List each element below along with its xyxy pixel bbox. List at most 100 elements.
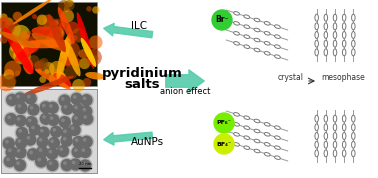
FancyArrowPatch shape [104,23,153,38]
Circle shape [79,93,94,108]
Circle shape [0,13,8,21]
Text: PF₆⁻: PF₆⁻ [217,121,231,125]
Circle shape [25,116,38,128]
Ellipse shape [0,32,37,48]
Ellipse shape [244,116,250,119]
Circle shape [79,111,94,126]
Circle shape [64,0,74,11]
Circle shape [13,113,28,128]
Circle shape [71,28,86,43]
Circle shape [64,6,70,12]
Ellipse shape [244,35,250,38]
Ellipse shape [81,38,96,67]
Circle shape [4,61,21,78]
Ellipse shape [324,23,328,30]
Circle shape [60,9,74,23]
Ellipse shape [274,25,280,28]
Text: salts: salts [124,78,160,91]
Circle shape [49,72,62,86]
Ellipse shape [333,124,337,131]
Ellipse shape [315,49,318,56]
Circle shape [71,134,86,150]
Circle shape [50,125,62,138]
Circle shape [58,0,70,12]
Text: ILC: ILC [131,21,147,31]
Circle shape [6,94,18,106]
Circle shape [46,147,58,160]
Circle shape [36,59,46,70]
Ellipse shape [333,49,337,56]
Circle shape [35,155,47,168]
Circle shape [79,104,94,119]
Ellipse shape [324,14,328,21]
Ellipse shape [244,25,250,28]
Ellipse shape [333,132,337,140]
Ellipse shape [352,49,355,56]
Circle shape [51,69,62,79]
Ellipse shape [254,48,260,52]
Circle shape [29,123,41,136]
Circle shape [45,100,60,115]
Ellipse shape [324,49,328,56]
Ellipse shape [324,132,328,140]
Ellipse shape [274,136,280,139]
Circle shape [79,49,88,58]
Ellipse shape [342,14,346,21]
Ellipse shape [85,72,105,80]
Ellipse shape [22,76,74,96]
Circle shape [6,158,10,161]
Ellipse shape [254,149,260,153]
Ellipse shape [315,141,318,148]
Circle shape [15,137,27,149]
Ellipse shape [352,150,355,157]
Ellipse shape [264,32,270,35]
Ellipse shape [77,12,94,69]
Circle shape [42,62,55,74]
Circle shape [79,159,91,172]
Ellipse shape [333,32,337,38]
Ellipse shape [352,141,355,148]
Circle shape [5,18,13,26]
Circle shape [56,73,67,84]
Ellipse shape [254,129,260,133]
Circle shape [34,62,44,72]
Text: 20 nm: 20 nm [79,162,91,166]
Ellipse shape [58,7,75,44]
Ellipse shape [48,14,66,52]
Circle shape [0,73,15,91]
Circle shape [92,6,99,14]
Circle shape [38,111,53,126]
Text: pyridinium: pyridinium [102,67,182,80]
Circle shape [17,149,20,153]
Ellipse shape [234,12,239,15]
Circle shape [72,79,85,92]
Circle shape [63,129,67,133]
Circle shape [89,35,102,49]
Circle shape [14,135,29,150]
Text: anion effect: anion effect [160,87,210,96]
Circle shape [61,159,73,171]
Circle shape [27,31,31,35]
Text: AuNPs: AuNPs [131,137,164,147]
Circle shape [16,161,20,165]
Circle shape [67,22,79,34]
Circle shape [82,78,91,87]
Text: Br⁻: Br⁻ [215,15,229,25]
Circle shape [86,6,92,12]
Circle shape [56,144,71,159]
Ellipse shape [315,124,318,131]
Circle shape [60,51,68,59]
Ellipse shape [31,26,60,37]
Circle shape [212,10,232,30]
Circle shape [59,95,71,107]
Circle shape [20,31,29,40]
Circle shape [81,162,85,166]
Circle shape [81,148,85,152]
Ellipse shape [315,150,318,157]
Circle shape [46,102,59,114]
Circle shape [48,137,60,149]
Bar [1,89,97,173]
Ellipse shape [274,156,280,159]
Ellipse shape [342,23,346,30]
Circle shape [14,92,26,105]
